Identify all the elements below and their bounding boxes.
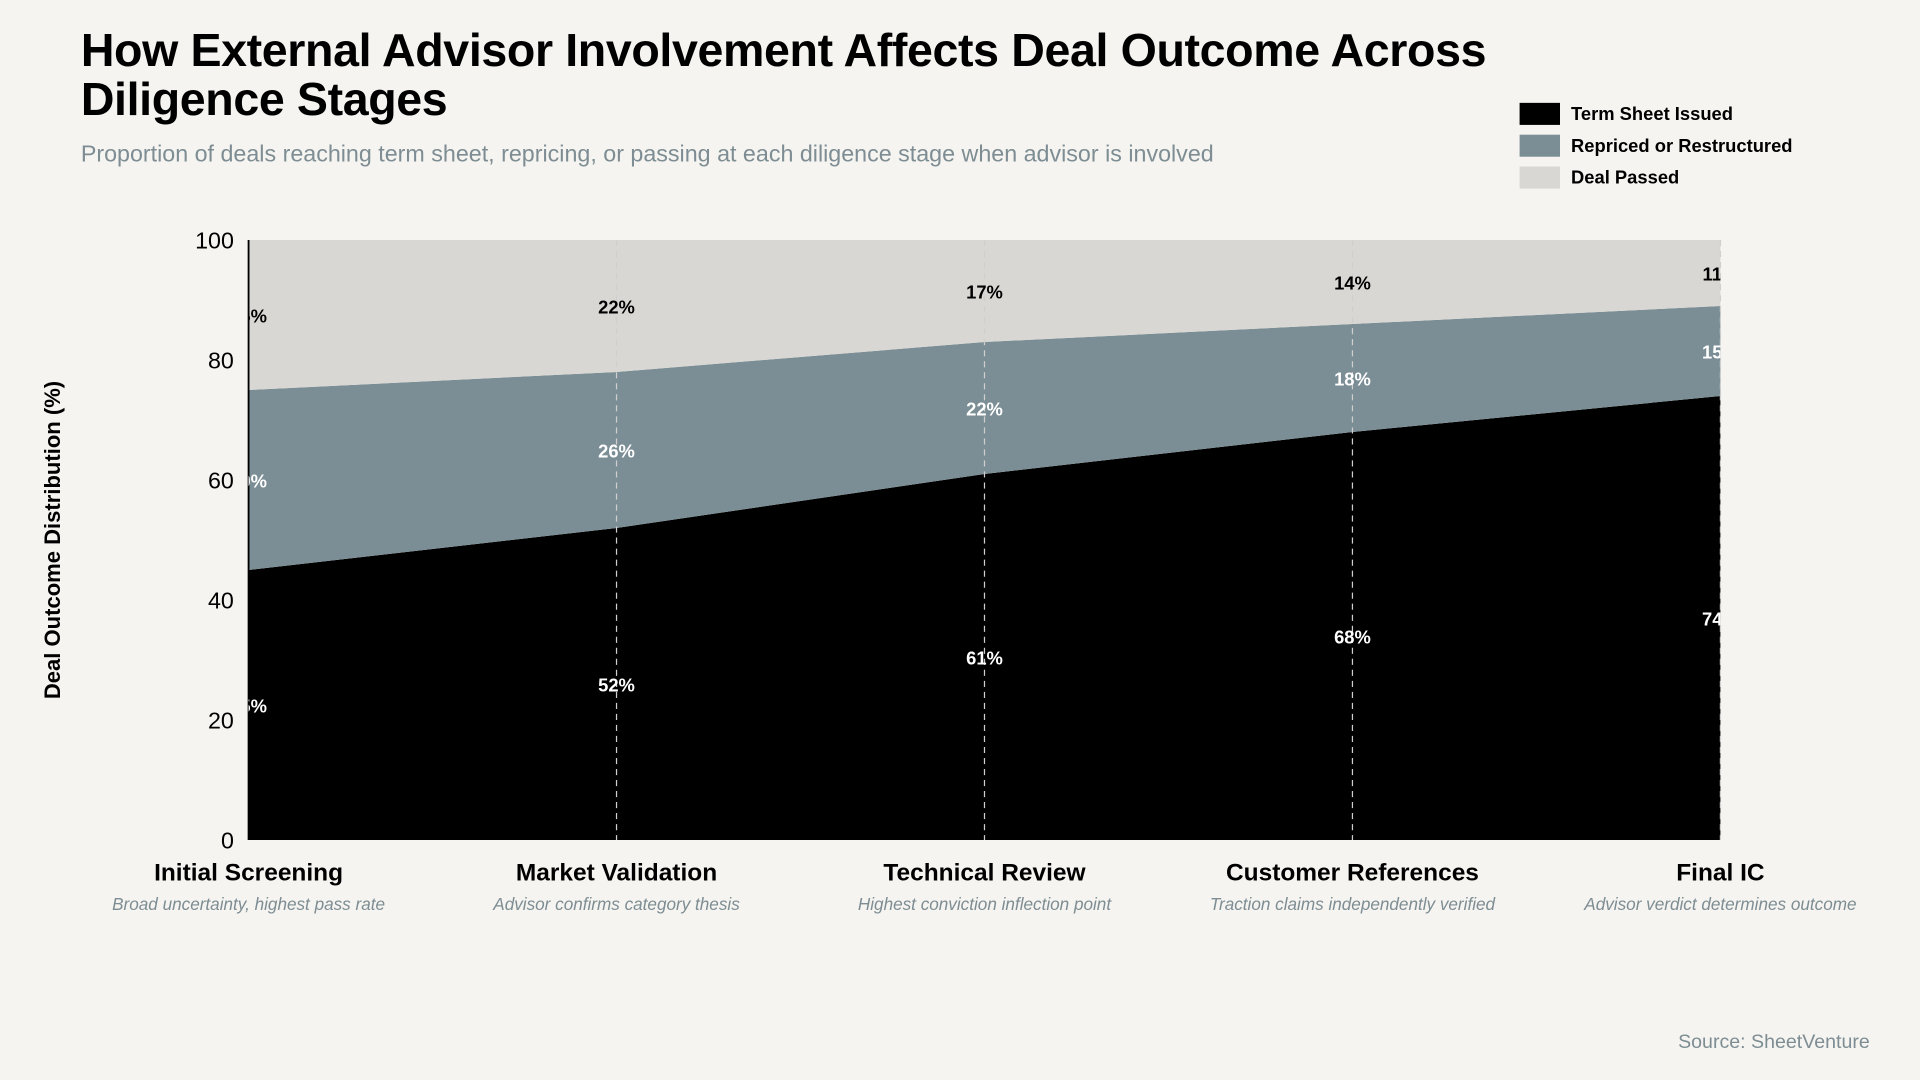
legend-item-passed: Deal Passed: [1519, 162, 1793, 194]
data-label: 52%: [598, 674, 635, 695]
data-label: 61%: [966, 647, 1003, 668]
data-label: 22%: [966, 398, 1003, 419]
data-label: 14%: [1334, 272, 1371, 293]
legend-label: Repriced or Restructured: [1571, 135, 1793, 157]
x-category-label: Customer References: [1226, 859, 1479, 886]
data-label: 68%: [1334, 626, 1371, 647]
x-category-note: Highest conviction inflection point: [858, 894, 1112, 914]
y-axis-title: Deal Outcome Distribution (%): [40, 381, 65, 699]
x-category-note: Advisor verdict determines outcome: [1583, 894, 1856, 914]
area-repriced-or-restructured: [248, 306, 1721, 571]
chart-subtitle: Proportion of deals reaching term sheet,…: [80, 142, 1214, 168]
data-label: 11%: [1703, 263, 1739, 284]
legend-swatch: [1519, 166, 1561, 189]
x-category-label: Initial Screening: [154, 859, 343, 886]
chart-title: How External Advisor Involvement Affects…: [80, 25, 1487, 127]
y-tick-label: 60: [208, 468, 234, 494]
legend-swatch: [1519, 134, 1561, 157]
legend-item-term-sheet: Term Sheet Issued: [1519, 98, 1793, 130]
data-label: 22%: [598, 296, 635, 317]
legend-label: Term Sheet Issued: [1571, 103, 1733, 125]
legend-item-repriced: Repriced or Restructured: [1519, 130, 1793, 162]
source-note: Source: SheetVenture: [1678, 1032, 1870, 1054]
legend: Term Sheet Issued Repriced or Restructur…: [1519, 98, 1793, 194]
x-category-note: Broad uncertainty, highest pass rate: [112, 894, 385, 914]
x-category-note: Advisor confirms category thesis: [492, 894, 740, 914]
data-label: 18%: [1334, 368, 1371, 389]
data-label: 30%: [230, 470, 267, 491]
data-label: 26%: [598, 440, 635, 461]
data-label: 45%: [230, 695, 267, 716]
data-label: 17%: [966, 281, 1003, 302]
data-labels: 45% 52% 61% 68% 74% 30% 26% 22% 18% 15% 25% 22% 17% 1…: [230, 263, 1739, 716]
x-category-label: Final IC: [1676, 859, 1764, 886]
legend-label: Deal Passed: [1571, 167, 1680, 188]
data-label: 15%: [1702, 341, 1739, 362]
y-tick-label: 100: [195, 228, 234, 254]
legend-swatch: [1519, 102, 1561, 125]
y-tick-label: 80: [208, 348, 234, 374]
x-category-label: Market Validation: [516, 859, 717, 886]
x-category-note: Traction claims independently verified: [1210, 894, 1496, 914]
x-category-label: Technical Review: [883, 859, 1086, 886]
y-tick-label: 40: [208, 588, 234, 614]
data-label: 25%: [230, 305, 267, 326]
y-tick-label: 0: [221, 828, 234, 854]
data-label: 74%: [1702, 608, 1739, 629]
y-tick-label: 20: [208, 708, 234, 734]
